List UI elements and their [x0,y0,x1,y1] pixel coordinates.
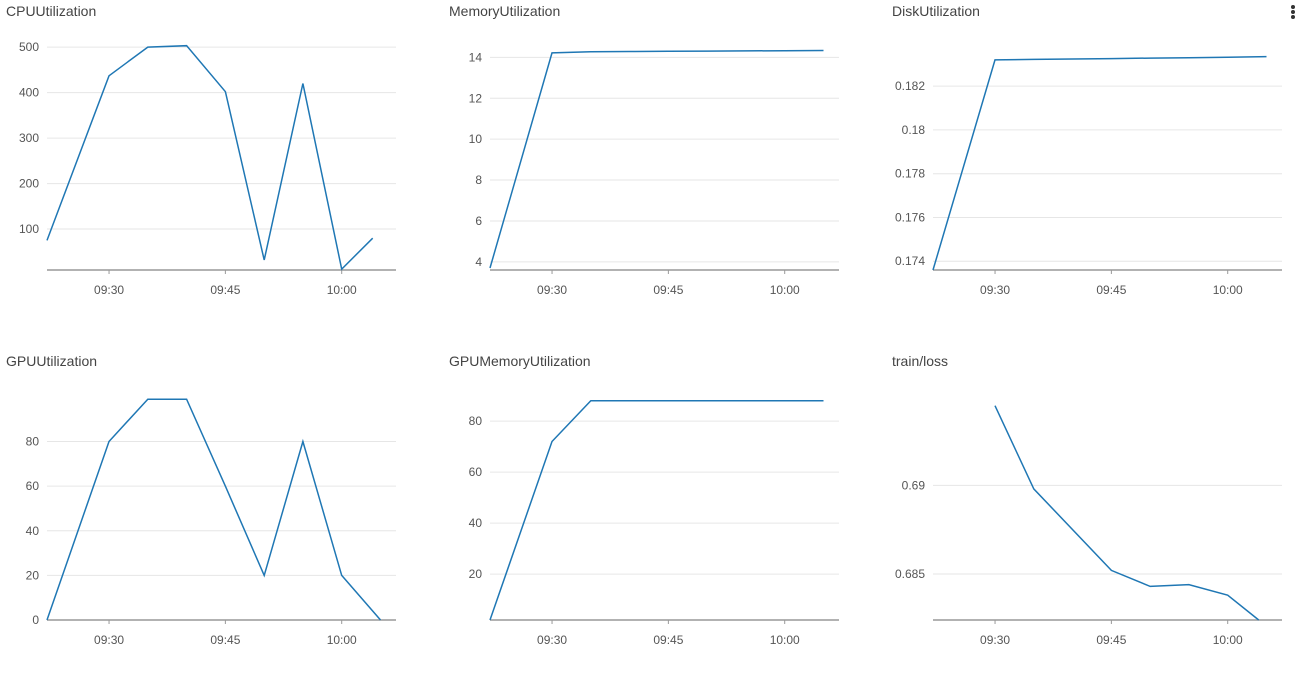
menu-dot [1291,15,1295,19]
y-tick-label: 40 [26,524,40,538]
x-tick-label: 09:30 [980,283,1010,297]
series-line [46,44,374,271]
menu-dot [1291,10,1295,14]
chart-title: GPUUtilization [6,353,98,369]
x-tick-label: 09:45 [653,283,683,297]
line-chart: 20 40 60 80 09:30 09:45 10:00 [469,399,839,647]
y-tick-label: 0.178 [895,167,925,181]
y-tick-label: 400 [19,86,39,100]
chart-title: CPUUtilization [6,3,97,19]
y-tick-label: 20 [26,568,40,582]
y-tick-label: 0.685 [895,567,925,581]
chart-panel-disk-utilization: DiskUtilization 0.174 0.176 0.178 0.18 0.182… [886,0,1286,320]
y-tick-label: 10 [469,132,483,146]
x-tick-label: 09:45 [210,633,240,647]
x-tick-label: 09:30 [94,633,124,647]
chart-title: DiskUtilization [892,3,980,19]
y-tick-label: 0.174 [895,254,925,268]
x-tick-label: 09:30 [537,283,567,297]
x-tick-label: 10:00 [1213,633,1243,647]
chart-panel-gpu-memory-utilization: GPUMemoryUtilization 20 40 60 80 09:30 09:45 1… [443,350,843,670]
chart-panel-memory-utilization: MemoryUtilization 4 6 8 10 12 14 09:30 09:45 10:… [443,0,843,320]
series-line [489,49,824,269]
y-tick-label: 0.176 [895,210,925,224]
line-chart: 0.685 0.69 09:30 09:45 10:00 [895,405,1282,647]
y-tick-label: 80 [469,414,483,428]
chart-title: MemoryUtilization [449,3,561,19]
x-tick-label: 10:00 [327,633,357,647]
chart-title: train/loss [892,353,949,369]
y-tick-label: 200 [19,177,39,191]
y-tick-label: 6 [475,214,482,228]
x-tick-label: 10:00 [327,283,357,297]
x-tick-label: 09:45 [1096,633,1126,647]
series-line [932,55,1267,271]
x-tick-label: 10:00 [770,633,800,647]
x-tick-label: 09:30 [980,633,1010,647]
menu-dot [1291,5,1295,9]
y-tick-label: 0.182 [895,79,925,93]
x-tick-label: 10:00 [1213,283,1243,297]
y-tick-label: 0 [32,613,39,627]
y-tick-label: 80 [26,435,40,449]
line-chart: 0 20 40 60 80 09:30 09:45 10:00 [26,398,396,647]
x-tick-label: 09:45 [1096,283,1126,297]
y-tick-label: 0.18 [902,123,926,137]
series-line [994,405,1260,621]
chart-panel-cpu-utilization: CPUUtilization 100 200 300 400 500 09:30 09:45… [0,0,400,320]
x-tick-label: 09:45 [210,283,240,297]
chart-title: GPUMemoryUtilization [449,353,591,369]
series-line [46,398,382,621]
x-tick-label: 09:30 [94,283,124,297]
series-line [489,399,824,621]
x-tick-label: 09:30 [537,633,567,647]
y-tick-label: 300 [19,131,39,145]
x-tick-label: 09:45 [653,633,683,647]
y-tick-label: 14 [469,50,483,64]
y-tick-label: 0.69 [902,478,926,492]
y-tick-label: 60 [26,479,40,493]
chart-panel-train-loss: train/loss 0.685 0.69 09:30 09:45 10:00 [886,350,1286,670]
chart-panel-gpu-utilization: GPUUtilization 0 20 40 60 80 09:30 09:45 10:00 [0,350,400,670]
y-tick-label: 4 [475,255,482,269]
kebab-menu-icon[interactable] [1290,5,1296,21]
line-chart: 0.174 0.176 0.178 0.18 0.182 09:30 09:45 10:00 [895,55,1282,297]
y-tick-label: 12 [469,91,483,105]
y-tick-label: 500 [19,40,39,54]
line-chart: 100 200 300 400 500 09:30 09:45 10:00 [19,40,396,297]
x-tick-label: 10:00 [770,283,800,297]
y-tick-label: 20 [469,567,483,581]
y-tick-label: 8 [475,173,482,187]
y-tick-label: 100 [19,222,39,236]
line-chart: 4 6 8 10 12 14 09:30 09:45 10:00 [469,49,839,297]
y-tick-label: 40 [469,516,483,530]
y-tick-label: 60 [469,465,483,479]
